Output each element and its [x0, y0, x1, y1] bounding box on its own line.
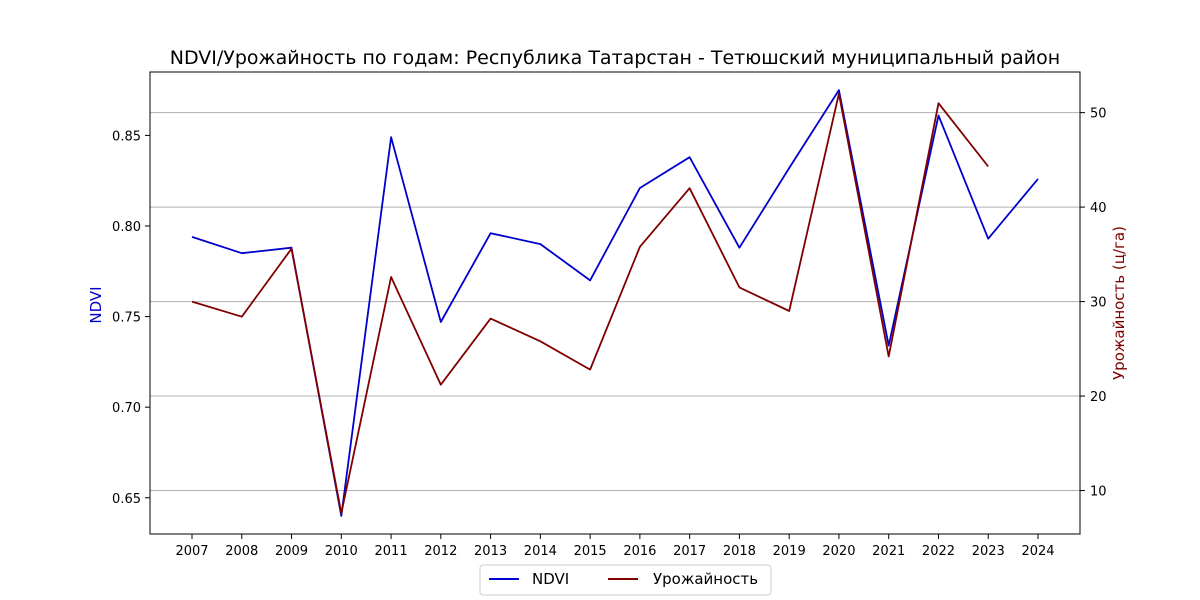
x-tick-label: 2013 — [474, 544, 507, 559]
x-tick-label: 2011 — [375, 544, 408, 559]
x-tick-label: 2016 — [623, 544, 656, 559]
x-tick-label: 2014 — [524, 544, 557, 559]
series-layer — [191, 89, 1039, 517]
x-tick-label: 2023 — [972, 544, 1005, 559]
x-tick-label: 2019 — [773, 544, 806, 559]
y-axis-left-label: NDVI — [87, 286, 105, 323]
y-right-tick-label: 10 — [1090, 485, 1107, 500]
y-left-tick-label: 0.80 — [112, 220, 141, 235]
y-right-tick-label: 20 — [1090, 390, 1107, 405]
y-left-tick-label: 0.75 — [112, 311, 141, 326]
x-tick-label: 2024 — [1021, 544, 1054, 559]
y-right-tick-label: 50 — [1090, 107, 1107, 122]
x-tick-label: 2017 — [673, 544, 706, 559]
series-line-yield — [191, 92, 989, 515]
x-tick-label: 2015 — [574, 544, 607, 559]
y-left-tick-label: 0.85 — [112, 129, 141, 144]
y-axis-right: 10 20 30 40 50 — [1080, 107, 1107, 500]
legend-yield-label: Урожайность — [653, 570, 758, 588]
y-right-tick-label: 30 — [1090, 296, 1107, 311]
y-left-tick-label: 0.70 — [112, 401, 141, 416]
plot-frame — [149, 71, 1081, 535]
legend: NDVI Урожайность — [479, 564, 772, 596]
x-tick-label: 2018 — [723, 544, 756, 559]
chart-title: NDVI/Урожайность по годам: Республика Та… — [170, 47, 1060, 69]
grid-lines — [150, 112, 1080, 492]
x-tick-label: 2007 — [175, 544, 208, 559]
x-tick-label: 2021 — [872, 544, 905, 559]
y-axis-right-label: Урожайность (ц/га) — [1110, 226, 1128, 380]
x-tick-label: 2022 — [922, 544, 955, 559]
x-tick-label: 2020 — [822, 544, 855, 559]
x-tick-label: 2009 — [275, 544, 308, 559]
y-left-tick-label: 0.65 — [112, 492, 141, 507]
y-right-tick-label: 40 — [1090, 201, 1107, 216]
x-axis: 2007 2008 2009 2010 2011 2012 2013 2014 2015 2016… — [175, 534, 1055, 559]
y-axis-left: 0.65 0.70 0.75 0.80 0.85 — [112, 129, 150, 507]
series-line-ndvi — [191, 89, 1039, 517]
x-tick-label: 2008 — [225, 544, 258, 559]
x-tick-label: 2012 — [424, 544, 457, 559]
x-tick-label: 2010 — [325, 544, 358, 559]
legend-ndvi-label: NDVI — [532, 570, 569, 588]
